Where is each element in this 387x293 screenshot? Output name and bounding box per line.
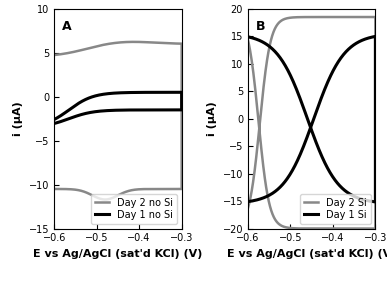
Day 2 no Si [52,187,57,191]
Day 1 Si [246,200,250,203]
Day 1 Si [246,35,250,39]
Day 2 Si [373,227,378,230]
Day 2 Si [345,227,350,230]
Day 2 no Si [144,187,149,191]
Legend: Day 2 no Si, Day 1 no Si: Day 2 no Si, Day 1 no Si [91,194,177,224]
Day 1 no Si [159,108,163,112]
Day 2 no Si [132,40,136,44]
Day 2 no Si [52,53,57,57]
Day 1 Si [373,200,378,204]
Day 1 no Si [52,118,57,121]
Line: Day 2 Si: Day 2 Si [248,17,375,229]
Text: A: A [62,20,72,33]
Day 2 Si [246,207,250,210]
Y-axis label: i (μA): i (μA) [13,101,23,136]
Day 2 no Si [87,192,91,195]
Day 2 Si [352,227,357,230]
Day 2 Si [261,85,266,88]
X-axis label: E vs Ag/AgCl (sat'd KCl) (V): E vs Ag/AgCl (sat'd KCl) (V) [33,249,203,259]
Day 1 no Si [144,108,149,112]
Line: Day 1 no Si: Day 1 no Si [54,92,182,123]
Day 1 Si [307,121,311,125]
Day 1 no Si [67,108,72,111]
X-axis label: E vs Ag/AgCl (sat'd KCl) (V): E vs Ag/AgCl (sat'd KCl) (V) [227,249,387,259]
Day 1 Si [261,196,266,200]
Day 1 Si [352,195,357,198]
Day 1 no Si [113,108,118,112]
Day 2 Si [281,224,285,228]
Day 1 Si [345,191,350,194]
Day 2 Si [337,227,342,230]
Text: B: B [255,20,265,33]
Day 2 no Si [152,187,156,191]
Day 1 no Si [179,91,184,94]
Day 2 no Si [159,187,163,191]
Day 1 no Si [52,122,57,125]
Day 1 no Si [87,111,92,115]
Day 1 no Si [152,108,156,112]
Legend: Day 2 Si, Day 1 Si: Day 2 Si, Day 1 Si [300,194,370,224]
Day 2 Si [373,15,378,19]
Day 2 Si [307,227,311,230]
Day 2 no Si [67,51,72,54]
Line: Day 1 Si: Day 1 Si [248,36,375,202]
Day 2 no Si [103,198,108,201]
Line: Day 2 no Si: Day 2 no Si [54,42,182,200]
Day 1 Si [337,184,342,188]
Day 2 no Si [113,195,118,198]
Day 1 Si [281,60,285,63]
Y-axis label: i (μA): i (μA) [207,101,217,136]
Day 2 Si [246,38,250,42]
Day 1 Si [373,35,378,38]
